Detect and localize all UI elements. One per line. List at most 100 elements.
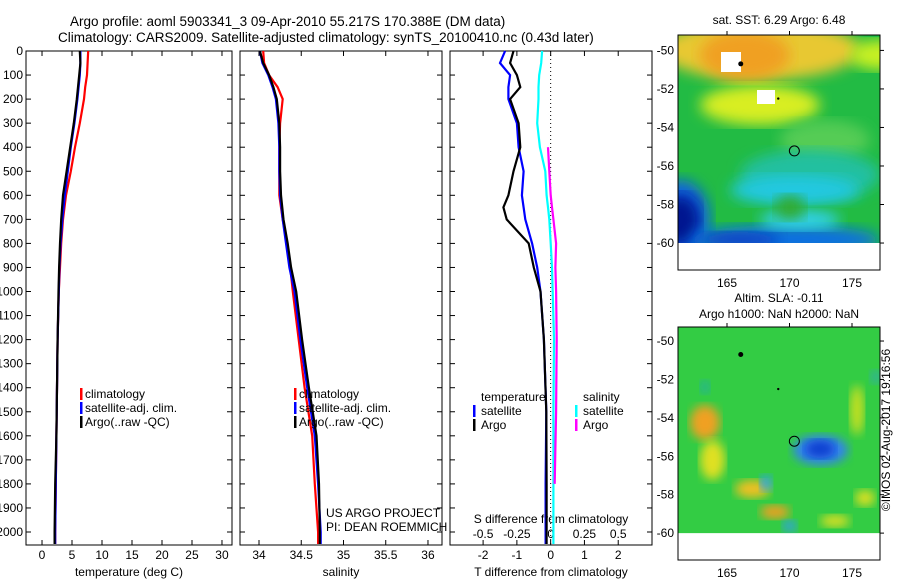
- x-tick-label: -2: [478, 548, 489, 562]
- s-axis-label: S difference from climatology: [474, 512, 629, 526]
- y-tick-label: 1400: [0, 381, 23, 395]
- y-tick-label: 1000: [0, 285, 23, 299]
- figure-title-line1: Argo profile: aoml 5903341_3 09-Apr-2010…: [70, 14, 505, 29]
- x-tick-label: 2: [615, 548, 622, 562]
- x-tick-label: 25: [185, 548, 199, 562]
- legend-swatch: [80, 402, 83, 414]
- map-title: Altim. SLA: -0.11: [734, 291, 823, 305]
- x-axis-label: temperature (deg C): [75, 565, 183, 579]
- map-field-sla: [678, 327, 880, 534]
- no-data-patch: [757, 90, 775, 104]
- legend-swatch: [294, 416, 297, 428]
- lon-tick-label: 165: [717, 276, 737, 290]
- legend-title-temperature: temperature: [481, 390, 546, 404]
- x-tick-label: 34.5: [290, 548, 314, 562]
- legend-swatch: [473, 405, 476, 417]
- legend-label: Argo(..raw -QC): [85, 415, 170, 429]
- plot-frame: [449, 50, 653, 546]
- x-tick-label: 0: [547, 548, 554, 562]
- legend-label: climatology: [299, 387, 359, 401]
- panel-temperature: 0100200300400500600700800900100011001200…: [0, 44, 233, 579]
- series-line-salinity-satellite: [536, 50, 556, 544]
- x-tick-label: 30: [215, 548, 229, 562]
- series-line-temperature-satellite: [498, 50, 548, 544]
- x-tick-label: 36: [421, 548, 435, 562]
- s-tick-label: -0.5: [473, 527, 494, 541]
- x-tick-label: 20: [155, 548, 169, 562]
- plot-frame: [25, 50, 233, 546]
- panel-salinity: 34 34.5 35 35.5 36 salinity climatologysatelli…: [239, 50, 447, 579]
- map-frame: [677, 326, 881, 561]
- s-tick-label: 0: [547, 527, 554, 541]
- y-tick-label: 1700: [0, 453, 23, 467]
- legend-swatch: [473, 419, 476, 431]
- x-tick-label: 35.5: [374, 548, 398, 562]
- legend-label: Argo(..raw -QC): [299, 415, 384, 429]
- legend-label: Argo: [481, 418, 507, 432]
- y-tick-label: 1800: [0, 477, 23, 491]
- y-tick-label: 1100: [0, 309, 23, 323]
- map-title: Argo h1000: NaN h2000: NaN: [699, 307, 859, 321]
- credit-text: PI: DEAN ROEMMICH: [326, 520, 447, 534]
- y-tick-label: 300: [3, 116, 23, 130]
- legend-label: satellite: [583, 404, 624, 418]
- s-tick-label: 0.25: [573, 527, 597, 541]
- map-title: sat. SST: 6.29 Argo: 6.48: [713, 13, 846, 27]
- legend-swatch: [80, 416, 83, 428]
- y-tick-label: 1200: [0, 333, 23, 347]
- lat-tick-label: -60: [657, 236, 675, 250]
- legend-label: satellite: [481, 404, 522, 418]
- y-tick-label: 1600: [0, 429, 23, 443]
- x-tick-label: 0: [39, 548, 46, 562]
- island-marker: [738, 351, 744, 357]
- y-tick-label: 700: [3, 212, 23, 226]
- series-line-salinity-argo: [546, 147, 558, 484]
- x-axis-label: salinity: [323, 565, 360, 579]
- x-axis-label: T difference from climatology: [474, 565, 628, 579]
- legend-swatch: [294, 388, 297, 400]
- island-marker: [777, 387, 780, 391]
- legend-swatch: [294, 402, 297, 414]
- y-tick-label: 1500: [0, 405, 23, 419]
- x-tick-label: 1: [581, 548, 588, 562]
- lat-tick-label: -58: [657, 198, 675, 212]
- lon-tick-label: 175: [842, 276, 862, 290]
- legend-label: climatology: [85, 387, 145, 401]
- x-tick-label: 15: [125, 548, 139, 562]
- legend-swatch: [575, 419, 578, 431]
- x-tick-label: 10: [95, 548, 109, 562]
- series-line-temperature-argo: [502, 50, 548, 544]
- y-tick-label: 1300: [0, 357, 23, 371]
- y-tick-label: 200: [3, 92, 23, 106]
- legend-label: satellite-adj. clim.: [85, 401, 177, 415]
- lon-tick-label: 175: [842, 566, 862, 580]
- lon-tick-label: 165: [717, 566, 737, 580]
- plot-frame: [239, 50, 443, 546]
- figure-title-line2: Climatology: CARS2009. Satellite-adjuste…: [58, 30, 594, 45]
- map-frame: [677, 34, 881, 271]
- panel-difference: -2 -1 0 1 2 T difference from climatology -0.5…: [449, 50, 653, 579]
- legend-label: satellite-adj. clim.: [299, 401, 391, 415]
- x-tick-label: 34: [252, 548, 266, 562]
- y-tick-label: 500: [3, 164, 23, 178]
- lon-tick-label: 170: [779, 276, 799, 290]
- lat-tick-label: -54: [657, 411, 675, 425]
- legend-title-salinity: salinity: [583, 390, 620, 404]
- series-line-satellite-adj-clim-: [258, 50, 322, 544]
- lat-tick-label: -52: [657, 82, 675, 96]
- y-tick-label: 400: [3, 140, 23, 154]
- lat-tick-label: -56: [657, 449, 675, 463]
- legend-swatch: [575, 405, 578, 417]
- no-data-patch: [721, 52, 741, 72]
- map-sla: -50 -52 -54 -56 -58 -60 165 170 175 Altim. SLA: -…: [657, 291, 884, 580]
- y-tick-label: 900: [3, 260, 23, 274]
- lat-tick-label: -60: [657, 526, 675, 540]
- series-line-climatology: [54, 50, 90, 544]
- y-tick-label: 2000: [0, 525, 23, 539]
- lat-tick-label: -52: [657, 372, 675, 386]
- y-tick-label: 600: [3, 188, 23, 202]
- series-line-argo-raw-qc-: [53, 50, 82, 544]
- profile-location-marker: [788, 145, 800, 157]
- lat-tick-label: -50: [657, 43, 675, 57]
